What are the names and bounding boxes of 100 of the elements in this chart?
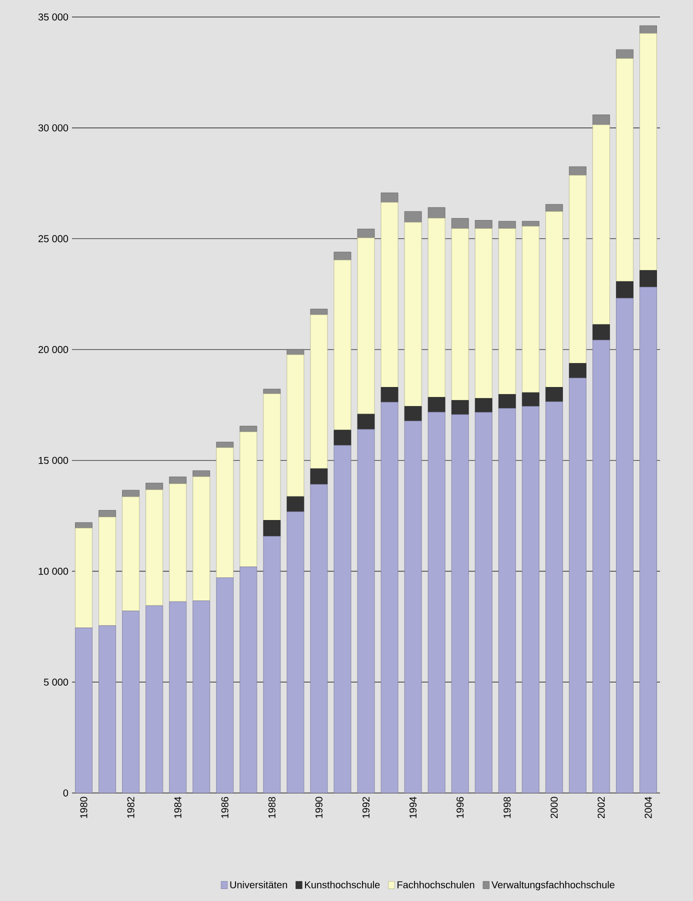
legend-label: Kunsthochschule (305, 880, 380, 888)
x-tick-label: 1982 (127, 797, 134, 818)
bar (522, 406, 540, 793)
bar (263, 520, 281, 536)
bar (263, 388, 281, 394)
bar (98, 626, 116, 793)
bar (592, 324, 610, 340)
bar (616, 298, 634, 793)
x-tick-label: 1998 (504, 796, 511, 818)
bar (146, 606, 163, 793)
legend-label: Universitäten (230, 880, 288, 888)
x-tick-label: 1984 (174, 796, 182, 818)
x-tick-label: 2004 (644, 796, 652, 818)
bar (216, 447, 234, 578)
bar (240, 426, 258, 432)
bar (192, 476, 210, 601)
bar (522, 392, 540, 407)
bar (522, 226, 540, 393)
x-tick-label: 1986 (221, 796, 228, 818)
bar (357, 228, 375, 238)
bar (545, 387, 563, 402)
bar (286, 349, 304, 355)
x-tick-label: 1988 (268, 796, 276, 818)
bar (428, 218, 446, 398)
y-tick-label: 0 (63, 789, 68, 797)
bar (616, 58, 634, 282)
bar (358, 429, 375, 793)
bar (616, 49, 634, 59)
bar (498, 394, 516, 409)
bar (640, 33, 657, 271)
bar (545, 211, 563, 388)
bar (192, 600, 210, 793)
bar (286, 496, 304, 512)
x-tick-label: 1992 (362, 797, 370, 818)
bar (380, 202, 398, 388)
bar (357, 238, 375, 414)
x-tick-label: 1990 (315, 796, 322, 818)
y-tick-label: 5 000 (44, 678, 68, 686)
bar (592, 124, 610, 325)
y-tick-label: 20 000 (38, 346, 68, 354)
x-tick-label: 1980 (80, 796, 88, 818)
bar (640, 25, 657, 34)
bar (404, 211, 422, 223)
bar (404, 420, 422, 793)
y-tick-label: 10 000 (38, 568, 68, 575)
bar (616, 281, 634, 298)
bar (640, 270, 657, 288)
x-tick-label: 2000 (550, 796, 558, 818)
bar (474, 220, 492, 229)
bar (169, 476, 187, 484)
bar (146, 482, 164, 490)
bar (122, 496, 140, 612)
bar (475, 412, 492, 793)
bar (451, 400, 469, 415)
bar (498, 220, 516, 229)
bar (568, 175, 586, 364)
bar (122, 490, 140, 497)
bar (428, 207, 446, 218)
y-tick-label: 25 000 (38, 235, 68, 242)
bar (357, 414, 375, 430)
bar (334, 260, 352, 430)
bar (310, 468, 328, 485)
bar (98, 516, 116, 626)
bar (75, 628, 92, 793)
bar (522, 220, 540, 226)
bar (428, 412, 446, 793)
y-tick-label: 30 000 (38, 124, 68, 132)
bar (240, 566, 257, 793)
bar (404, 406, 422, 422)
bar (98, 510, 116, 518)
bar (498, 228, 516, 395)
bar (263, 393, 281, 520)
bar (286, 354, 304, 497)
bar (452, 414, 469, 793)
bar (286, 512, 304, 793)
bar (192, 470, 210, 477)
bar (451, 218, 469, 229)
bar (592, 114, 610, 125)
bar (640, 286, 657, 793)
bar (380, 387, 398, 402)
bar (546, 402, 563, 793)
bar (75, 528, 92, 628)
bar (310, 484, 328, 793)
x-tick-label: 1996 (456, 796, 464, 818)
bar (334, 445, 351, 793)
legend-label: Verwaltungsfachhochschule (491, 880, 614, 890)
bar (334, 252, 352, 260)
bar (545, 204, 563, 212)
bar (568, 363, 586, 378)
bar (240, 432, 258, 568)
bar (169, 602, 186, 793)
bar (568, 166, 586, 176)
bar (216, 578, 234, 793)
bar (498, 408, 516, 793)
bar (334, 430, 352, 446)
bar (451, 228, 469, 401)
bar (216, 442, 234, 448)
bar (380, 192, 398, 203)
bar (310, 308, 328, 315)
bar (310, 314, 328, 469)
